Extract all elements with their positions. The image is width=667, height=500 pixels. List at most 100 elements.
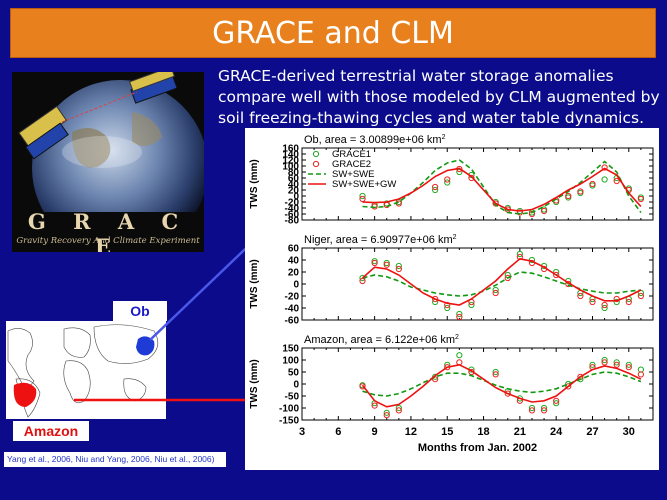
y-tick-label: -50: [285, 392, 300, 403]
marker-grace2: [601, 164, 608, 171]
marker-grace2: [383, 412, 390, 419]
marker-grace2: [395, 265, 402, 273]
marker-grace1: [492, 286, 499, 294]
marker-grace2: [432, 295, 439, 303]
y-tick-label: 50: [288, 368, 300, 379]
x-tick-label: 21: [514, 426, 526, 438]
marker-grace1: [359, 192, 366, 200]
ob-label: Ob: [113, 301, 167, 321]
x-tick-label: 24: [550, 426, 563, 438]
marker-grace2: [613, 177, 620, 185]
marker-grace2: [395, 407, 402, 414]
marker-grace1: [432, 186, 439, 194]
y-tick-label: 40: [288, 256, 300, 267]
marker-grace2: [625, 298, 632, 306]
marker-grace2: [492, 200, 499, 207]
y-tick-label: 20: [288, 268, 300, 279]
x-tick-label: 30: [623, 426, 635, 438]
marker-grace1: [371, 258, 378, 265]
marker-grace1: [613, 359, 620, 366]
marker-grace2: [577, 188, 584, 195]
marker-grace1: [456, 168, 463, 176]
y-tick-label: 0: [293, 380, 299, 391]
marker-grace1: [601, 356, 608, 364]
plot-frame: [301, 347, 654, 421]
y-tick-label: 120: [282, 156, 299, 167]
y-tick-label: 40: [288, 180, 300, 191]
y-tick-label: -20: [285, 198, 300, 209]
line-sw-swe-gw: [361, 257, 642, 306]
y-tick-label: 100: [282, 356, 299, 367]
x-axis-label: Months from Jan. 2002: [418, 442, 537, 454]
marker-grace2: [565, 383, 572, 390]
y-axis-label: TWS (mm): [249, 259, 260, 308]
y-tick-label: 140: [282, 150, 299, 161]
marker-grace1: [613, 298, 620, 306]
legend-label: GRACE1: [332, 149, 371, 160]
y-tick-label: -150: [279, 416, 299, 427]
marker-grace2: [589, 180, 596, 188]
marker-grace2: [371, 259, 378, 267]
marker-grace1: [528, 404, 536, 412]
marker-grace2: [432, 183, 439, 191]
marker-grace2: [637, 371, 644, 378]
grace-logo-subtitle: Gravity Recovery And Climate Experiment: [16, 236, 200, 246]
chart-panel: Ob, area = 3.00899e+06 km2 TWS (mm) -80 -60…: [245, 128, 659, 470]
chart-title: Amazon, area = 6.122e+06 km2: [304, 334, 459, 346]
marker-grace2: [637, 195, 644, 203]
marker-grace2: [601, 301, 608, 309]
marker-grace2: [468, 174, 475, 182]
marker-grace1: [456, 352, 463, 359]
y-tick-label: 80: [288, 168, 300, 179]
marker-grace1: [540, 404, 548, 412]
legend-label: GRACE2: [332, 159, 371, 170]
marker-grace1: [553, 400, 560, 407]
marker-grace2: [613, 361, 620, 368]
marker-grace2: [601, 359, 608, 366]
x-tick-label: 3: [299, 426, 305, 438]
marker-grace2: [589, 298, 596, 306]
y-tick-label: 20: [288, 186, 300, 197]
y-tick-label: -40: [285, 304, 300, 315]
y-tick-label: -80: [285, 216, 300, 227]
marker-grace1: [383, 409, 390, 416]
marker-grace1: [395, 262, 402, 270]
legend-marker: [312, 160, 320, 168]
y-tick-label: -40: [285, 204, 300, 215]
references-note: Yang et al., 2006, Niu and Yang, 2006, N…: [4, 452, 226, 467]
marker-grace1: [444, 304, 451, 312]
y-tick-label: 100: [282, 162, 299, 173]
marker-grace2: [371, 402, 378, 409]
line-sw-swe-gw: [362, 167, 642, 212]
marker-grace2: [383, 261, 390, 268]
amazon-basin: [13, 382, 37, 407]
y-tick-label: 0: [293, 192, 299, 203]
legend-label: SW+SWE: [332, 169, 375, 180]
legend-marker: [312, 150, 320, 158]
x-tick-label: 9: [372, 426, 378, 438]
marker-grace1: [492, 368, 499, 376]
marker-grace1: [516, 250, 523, 258]
grace-logo: G R A C E Gravity Recovery And Climate E…: [12, 72, 204, 252]
chart-title: Niger, area = 6.90977e+06 km2: [304, 234, 457, 246]
marker-grace1: [468, 301, 475, 309]
line-sw-swe: [362, 371, 642, 397]
x-tick-label: 15: [441, 426, 453, 438]
world-map-drawing: [7, 324, 159, 418]
marker-grace2: [504, 274, 511, 282]
marker-grace2: [553, 271, 560, 279]
y-axis-label: TWS (mm): [249, 159, 260, 208]
chart-1: Niger, area = 6.90977e+06 km2 TWS (mm) -60…: [249, 234, 654, 327]
marker-grace2: [528, 210, 536, 218]
marker-grace2: [444, 176, 451, 183]
y-tick-label: 60: [288, 174, 300, 185]
marker-grace1: [601, 176, 608, 183]
marker-grace1: [432, 373, 439, 380]
marker-grace1: [383, 259, 390, 267]
y-tick-label: 160: [282, 144, 299, 155]
marker-grace1: [601, 304, 608, 312]
marker-grace1: [625, 361, 632, 368]
x-tick-label: 27: [586, 426, 598, 438]
y-tick-label: -100: [279, 404, 299, 415]
